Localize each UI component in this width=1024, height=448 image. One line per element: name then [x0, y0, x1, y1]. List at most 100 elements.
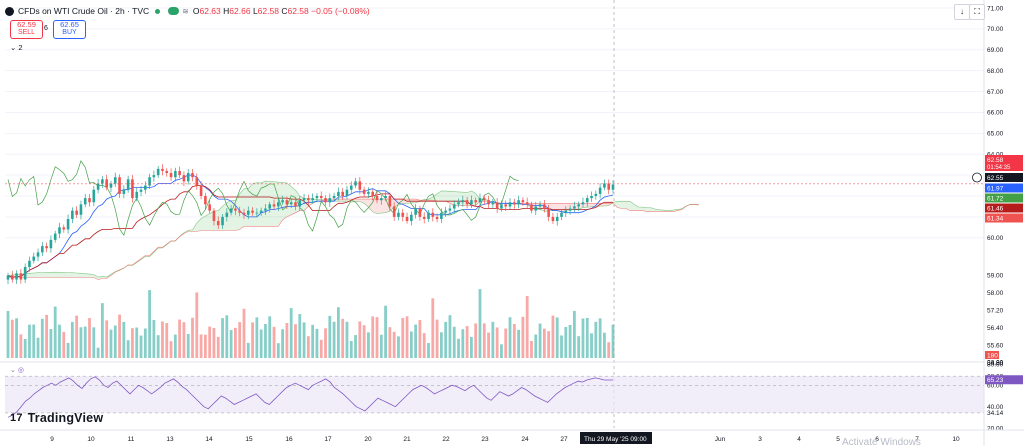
candle: [127, 179, 130, 189]
volume-bar: [560, 335, 563, 358]
volume-bar: [161, 321, 164, 358]
candle: [509, 202, 512, 206]
crosshair-time-label: Thu 29 May '25 09:00: [584, 436, 647, 443]
volume-bar: [217, 337, 220, 358]
volume-bar: [97, 348, 100, 358]
candle: [187, 173, 190, 181]
volume-bar: [496, 327, 499, 358]
volume-bar: [135, 328, 138, 358]
data-bars-icon[interactable]: ≋: [182, 7, 189, 16]
candle: [500, 204, 503, 208]
candle: [427, 213, 430, 219]
price-tick-label: 60.00: [987, 235, 1004, 242]
candle: [384, 196, 387, 198]
candle: [466, 200, 469, 204]
ichimoku-cloud-segment: [59, 272, 63, 277]
symbol-title[interactable]: CFDs on WTI Crude Oil · 2h · TVC: [18, 6, 149, 16]
volume-bar: [268, 316, 271, 358]
ichimoku-cloud-segment: [291, 187, 295, 215]
time-tick-label: 21: [403, 436, 411, 443]
ichimoku-cloud-segment: [381, 199, 385, 213]
volume-bar: [457, 339, 460, 358]
volume-bar: [590, 333, 593, 358]
volume-bar: [88, 318, 91, 358]
volume-bar: [174, 335, 177, 358]
candle: [37, 252, 40, 256]
candle: [341, 192, 344, 196]
candle: [414, 209, 417, 215]
volume-bar: [470, 337, 473, 358]
ichimoku-cloud-segment: [64, 272, 68, 277]
volume-badge-label: 180: [987, 353, 998, 360]
candle: [504, 204, 507, 206]
candle: [487, 200, 490, 204]
candle: [367, 192, 370, 194]
volume-bar: [333, 322, 336, 358]
volume-bar: [526, 296, 529, 358]
candle: [50, 240, 53, 248]
download-icon[interactable]: ↓: [954, 4, 970, 20]
volume-bar: [24, 339, 27, 358]
indicator-price-label: 61.46: [987, 205, 1004, 212]
candle: [75, 211, 78, 215]
volume-bar: [208, 327, 211, 358]
volume-bar: [599, 318, 602, 358]
volume-bar: [466, 326, 469, 358]
ichimoku-cloud-segment: [265, 181, 269, 226]
candle: [97, 183, 100, 189]
volume-bar: [582, 319, 585, 358]
volume-bar: [380, 335, 383, 358]
ichimoku-cloud-segment: [38, 273, 42, 278]
tenkan-sen-line: [8, 175, 613, 277]
rsi-pane-controls[interactable]: ⌄ ◎: [10, 366, 24, 374]
candle: [393, 206, 396, 216]
volume-bar: [461, 329, 464, 358]
time-tick-label: 11: [128, 436, 135, 443]
volume-bar: [517, 330, 520, 358]
candle: [444, 211, 447, 213]
eye-icon[interactable]: [168, 7, 179, 15]
volume-bar: [45, 315, 48, 358]
volume-bar: [204, 335, 207, 358]
time-tick-label: 27: [560, 436, 568, 443]
candle: [526, 202, 529, 204]
candle: [67, 219, 70, 229]
ichimoku-cloud-segment: [47, 272, 51, 277]
ichimoku-cloud-segment: [42, 272, 46, 277]
volume-bar: [543, 329, 546, 358]
volume-bar: [316, 329, 319, 358]
candle: [170, 173, 173, 177]
candle: [577, 204, 580, 206]
time-tick-label: 13: [166, 436, 174, 443]
volume-bar: [92, 327, 95, 358]
volume-bar: [607, 342, 610, 358]
candle: [324, 198, 327, 202]
price-tick-label: 58.00: [987, 290, 1004, 297]
volume-bar: [105, 320, 108, 358]
volume-bar: [58, 325, 61, 358]
candle: [118, 177, 121, 194]
candle: [311, 198, 314, 200]
candle: [595, 194, 598, 196]
indicators-collapse-button[interactable]: ⌄ 2: [10, 43, 23, 52]
tradingview-name: TradingView: [28, 411, 104, 425]
ichimoku-cloud-segment: [253, 183, 257, 227]
volume-bar: [225, 315, 228, 358]
price-tick-label: 71.00: [987, 5, 1004, 12]
candle: [165, 171, 168, 173]
price-tick-label: 57.20: [987, 307, 1004, 314]
candle: [363, 190, 366, 194]
rsi-band: [5, 376, 984, 413]
volume-bar: [114, 325, 117, 358]
fullscreen-icon[interactable]: ⛶: [969, 4, 985, 20]
candle: [80, 204, 83, 214]
volume-bar: [84, 327, 87, 358]
candle: [380, 198, 383, 200]
volume-bar: [281, 329, 284, 358]
volume-bar: [444, 322, 447, 358]
volume-bar: [127, 340, 130, 358]
candle: [144, 186, 147, 190]
